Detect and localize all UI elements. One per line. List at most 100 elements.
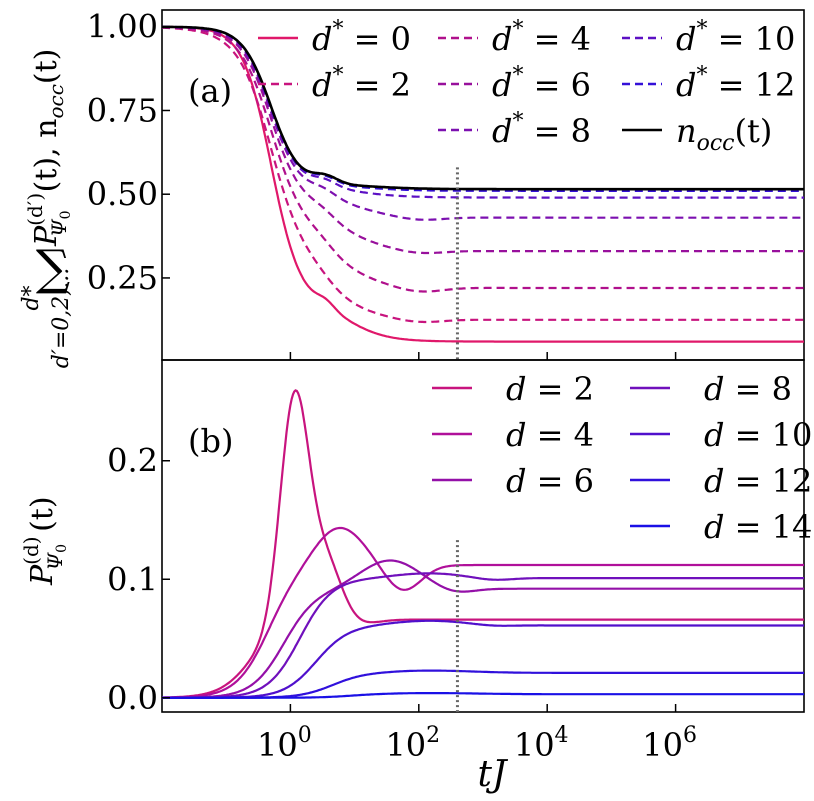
panel-a-legend: d* = 0d* = 2d* = 4d* = 6d* = 8d* = 10d* … — [258, 17, 795, 156]
xtick-exp: 2 — [426, 723, 440, 748]
xtick-base: 10 — [642, 726, 683, 764]
legend-b-label: d = 10 — [704, 416, 812, 454]
a-ytick-label: 0.75 — [87, 91, 158, 129]
legend-b-rhs: = 4 — [526, 416, 594, 454]
legend-a-rhs: = 10 — [707, 20, 795, 58]
xtick-exp: 4 — [555, 723, 569, 748]
legend-b-var: d — [506, 416, 526, 454]
panel-a-frame — [161, 9, 805, 361]
series-b-line — [162, 389, 804, 699]
panel-a-label: (a) — [188, 72, 232, 110]
x-axis-label: tJ — [478, 754, 509, 795]
legend-b-var: d — [704, 416, 724, 454]
legend-a-sup: * — [332, 17, 343, 42]
b-ytick-label: 0.2 — [107, 442, 158, 480]
panel-a-ylabel: ∑ d* d′=0,2,... P(d′)Ψ0 (t), nocc(t) — [19, 49, 74, 369]
legend-a-sup: * — [512, 17, 523, 42]
b-xtick-label: 100 — [257, 723, 312, 764]
series-b-line — [162, 572, 804, 699]
panel-b-curves — [162, 389, 804, 699]
legend-a-rhs: = 6 — [523, 66, 591, 104]
panel-b-label: (b) — [188, 422, 233, 460]
legend-a-var: d — [312, 20, 332, 58]
ylabel-a-sub2: 0 — [58, 210, 74, 219]
legend-a-rhs: (t) — [735, 112, 773, 150]
b-xtick-label: 102 — [385, 723, 440, 764]
legend-a-var: n — [676, 112, 697, 150]
legend-b-rhs: = 6 — [526, 462, 594, 500]
legend-a-rhs: = 2 — [343, 66, 411, 104]
legend-b-label: d = 4 — [506, 416, 594, 454]
series-b-line — [162, 692, 804, 699]
legend-a-label: d* = 12 — [676, 63, 795, 104]
series-a-line — [162, 25, 804, 191]
a-ytick-label: 0.25 — [87, 259, 158, 297]
legend-a-label: d* = 8 — [492, 109, 591, 150]
legend-a-var: d — [676, 20, 696, 58]
legend-a-var: d — [312, 66, 332, 104]
series-a-line — [161, 26, 804, 324]
legend-b-var: d — [704, 508, 724, 546]
series-b-line — [162, 559, 804, 699]
legend-a-label: d* = 4 — [492, 17, 591, 58]
legend-b-rhs: = 8 — [724, 370, 792, 408]
b-ytick-label: 0.0 — [107, 679, 158, 717]
legend-b-label: d = 12 — [704, 462, 812, 500]
legend-b-label: d = 8 — [704, 370, 792, 408]
panel-b-frame — [161, 359, 805, 713]
series-a-line — [162, 26, 804, 255]
series-b-line — [162, 526, 804, 699]
ylabel-b-P: P — [25, 564, 60, 586]
legend-a-label: nocc(t) — [676, 112, 772, 156]
legend-b-rhs: = 2 — [526, 370, 594, 408]
xtick-exp: 6 — [683, 723, 697, 748]
legend-b-rhs: = 10 — [724, 416, 812, 454]
b-xtick-label: 104 — [514, 723, 569, 764]
b-ytick-label: 0.1 — [107, 560, 158, 598]
ylabel-b-sub2: 0 — [54, 544, 70, 553]
legend-a-rhs: = 0 — [343, 20, 411, 58]
ylabel-a-end: (t) — [29, 49, 64, 84]
legend-b-label: d = 2 — [506, 370, 594, 408]
ylabel-a-sub: Ψ — [47, 218, 71, 237]
ylabel-a-body: P(d′)Ψ0 (t), nocc(t) — [23, 49, 74, 247]
a-ytick-label: 1.00 — [87, 8, 158, 46]
ylabel-a-P: P — [29, 225, 64, 247]
legend-a-rhs: = 8 — [523, 112, 591, 150]
xtick-base: 10 — [257, 726, 298, 764]
x-axis-label-t: t — [478, 754, 493, 795]
sum-symbol: ∑ — [36, 240, 70, 296]
legend-b-rhs: = 14 — [724, 508, 812, 546]
xtick-exp: 0 — [298, 723, 312, 748]
legend-b-rhs: = 12 — [724, 462, 812, 500]
legend-a-var: d — [676, 66, 696, 104]
legend-a-sub: occ — [697, 131, 735, 156]
ylabel-b-sub: Ψ — [43, 551, 67, 570]
sum-top: d* — [19, 285, 44, 310]
legend-a-var: d — [492, 20, 512, 58]
panel-b-legend: d = 2d = 4d = 6d = 8d = 10d = 12d = 14 — [432, 370, 812, 546]
ylabel-b-end: (t) — [25, 496, 60, 531]
legend-a-sup: * — [512, 109, 523, 134]
legend-a-label: d* = 2 — [312, 63, 411, 104]
series-a-line — [162, 26, 804, 293]
legend-b-var: d — [704, 370, 724, 408]
ylabel-b-sup: (d) — [19, 536, 43, 564]
panel-a-curves — [161, 25, 804, 343]
ylabel-a-tail-sub: occ — [44, 84, 68, 118]
panel-a: 1.000.750.500.25 (a) ∑ d* d′=0,2,... P(d… — [19, 8, 805, 369]
a-ytick-label: 0.50 — [87, 175, 158, 213]
legend-a-label: d* = 0 — [312, 17, 411, 58]
legend-a-sup: * — [332, 63, 343, 88]
legend-b-var: d — [506, 462, 526, 500]
series-b-line — [162, 619, 804, 699]
legend-a-label: d* = 10 — [676, 17, 795, 58]
legend-a-sup: * — [696, 17, 707, 42]
legend-a-sup: * — [512, 63, 523, 88]
legend-b-var: d — [704, 462, 724, 500]
legend-a-var: d — [492, 112, 512, 150]
legend-b-label: d = 6 — [506, 462, 594, 500]
